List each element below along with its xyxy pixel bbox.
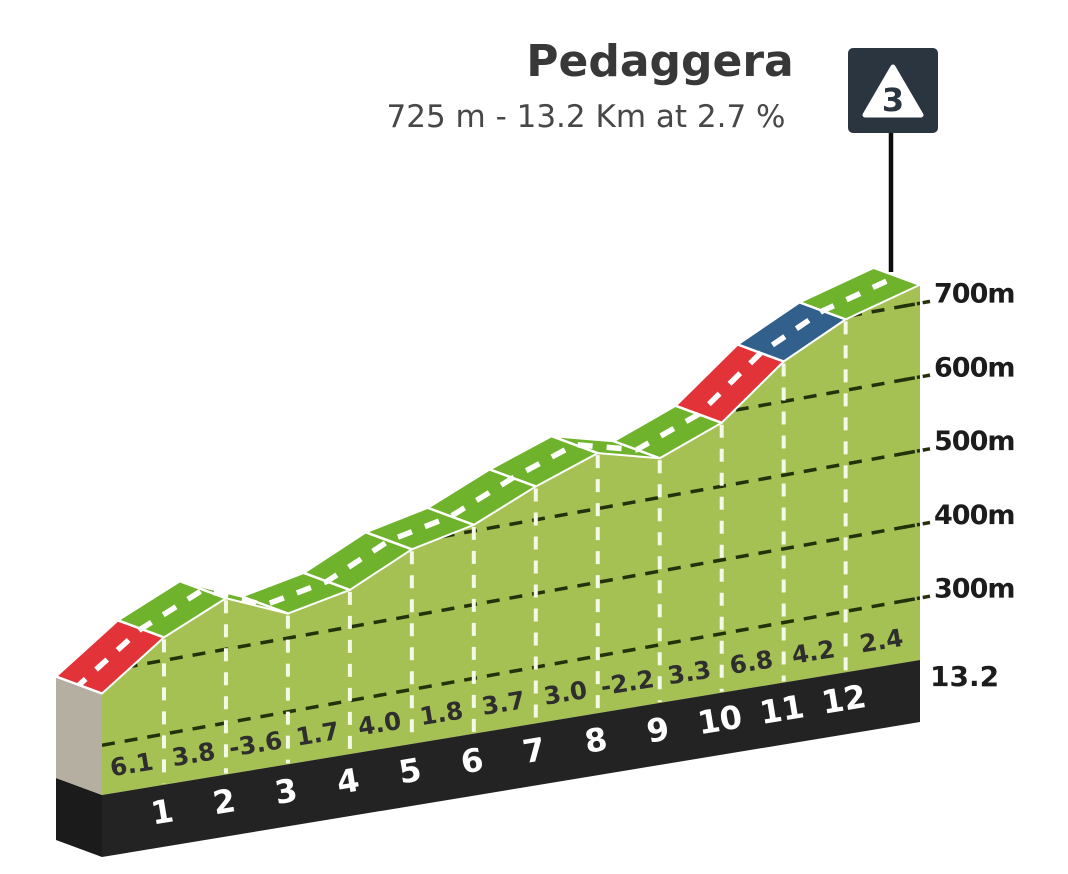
elevation-label: 600m (934, 352, 1015, 383)
gradient-label: 4.0 (356, 706, 404, 742)
gradient-label: 6.1 (108, 747, 156, 783)
gradient-label: 2.4 (858, 623, 906, 659)
km-label: 10 (695, 697, 745, 742)
profile-side-panel (56, 676, 102, 795)
gradient-label: 1.8 (418, 696, 466, 732)
category-triangle-icon: 3 (862, 64, 924, 119)
elevation-label: 700m (934, 279, 1015, 310)
badge-number: 3 (882, 81, 904, 119)
gradient-label: 1.7 (294, 716, 342, 752)
elevation-label: 300m (934, 574, 1015, 605)
total-distance-label: 13.2 (930, 660, 999, 693)
km-label: 11 (757, 687, 807, 732)
km-label: 12 (819, 677, 869, 722)
gradient-label: 3.3 (666, 655, 714, 691)
elevation-label: 400m (934, 500, 1015, 531)
gradient-label: 6.8 (728, 644, 776, 680)
page-title: Pedaggera (526, 36, 794, 87)
climb-stats-subtitle: 725 m - 13.2 Km at 2.7 % (386, 99, 786, 135)
elevation-label: 500m (934, 426, 1015, 457)
road-ribbon (55, 266, 921, 695)
km-grid-lines (161, 321, 848, 784)
gradient-label: 4.2 (789, 634, 837, 670)
gradient-label: 3.7 (480, 685, 528, 721)
elevation-axis-labels: 300m 400m 500m 600m 700m (934, 279, 1016, 605)
distance-base-band (56, 660, 920, 857)
mountain-face (102, 284, 920, 795)
category-badge: 3 (848, 48, 938, 133)
gradient-labels: 6.1 3.8 -3.6 1.7 4.0 1.8 3.7 3.0 -2.2 3.3 6.8 4.2 2.… (108, 623, 905, 782)
elevation-ticks (903, 299, 931, 603)
road-centerline (77, 273, 899, 688)
gradient-label: 3.0 (542, 675, 590, 711)
gradient-label: 3.8 (170, 736, 218, 772)
